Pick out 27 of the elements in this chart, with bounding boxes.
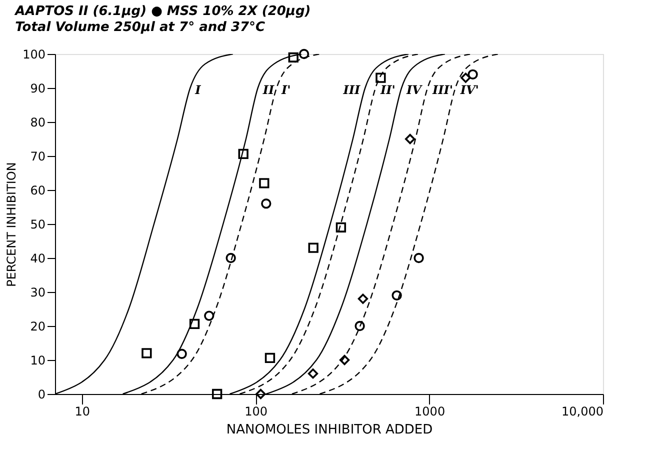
y-axis-title: PERCENT INHIBITION	[4, 162, 19, 287]
series-label: III'	[432, 83, 454, 97]
y-tick-label: 10	[30, 354, 46, 368]
y-tick-label: 20	[30, 320, 46, 334]
series-label: II'	[379, 83, 396, 97]
x-tick-label: 1000	[414, 404, 446, 418]
series-label: I'	[280, 83, 291, 97]
x-tick-label: 100	[244, 404, 268, 418]
y-tick-label: 100	[22, 48, 46, 62]
series-label: IV	[406, 83, 424, 97]
x-tick-label: 10,000	[562, 404, 604, 418]
chart-subtitle: Total Volume 250μl at 7° and 37°C	[15, 20, 266, 36]
chart-title: AAPTOS II (6.1μg) ● MSS 10% 2X (20μg)	[14, 4, 311, 20]
y-tick-label: 90	[30, 82, 46, 96]
y-tick-label: 40	[30, 252, 46, 266]
series-label: II	[262, 83, 274, 97]
series-label: I	[194, 83, 202, 97]
x-axis-title: NANOMOLES INHIBITOR ADDED	[226, 422, 433, 438]
y-tick-label: 30	[30, 286, 46, 300]
y-tick-label: 70	[30, 150, 46, 164]
y-tick-label: 60	[30, 184, 46, 198]
x-tick-label: 10	[74, 404, 90, 418]
y-tick-label: 0	[38, 388, 46, 402]
y-tick-label: 50	[30, 218, 46, 232]
series-label: IV'	[459, 83, 479, 97]
series-label: III	[342, 83, 360, 97]
y-tick-label: 80	[30, 116, 46, 130]
